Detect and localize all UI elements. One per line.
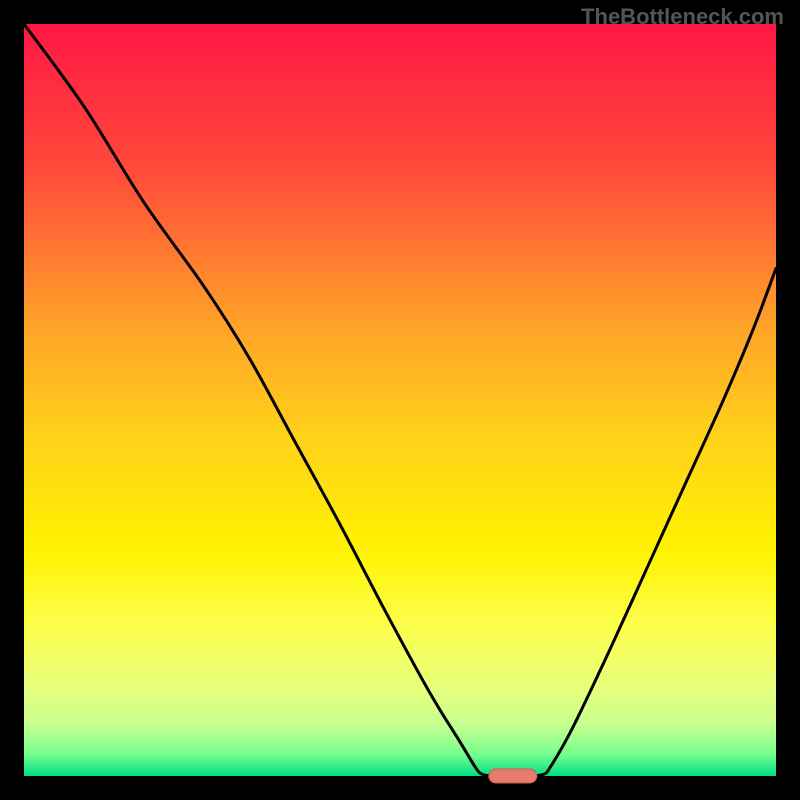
optimal-marker (489, 769, 537, 783)
watermark-text: TheBottleneck.com (581, 4, 784, 30)
plot-area (24, 24, 776, 776)
bottleneck-chart (0, 0, 800, 800)
chart-container: TheBottleneck.com (0, 0, 800, 800)
